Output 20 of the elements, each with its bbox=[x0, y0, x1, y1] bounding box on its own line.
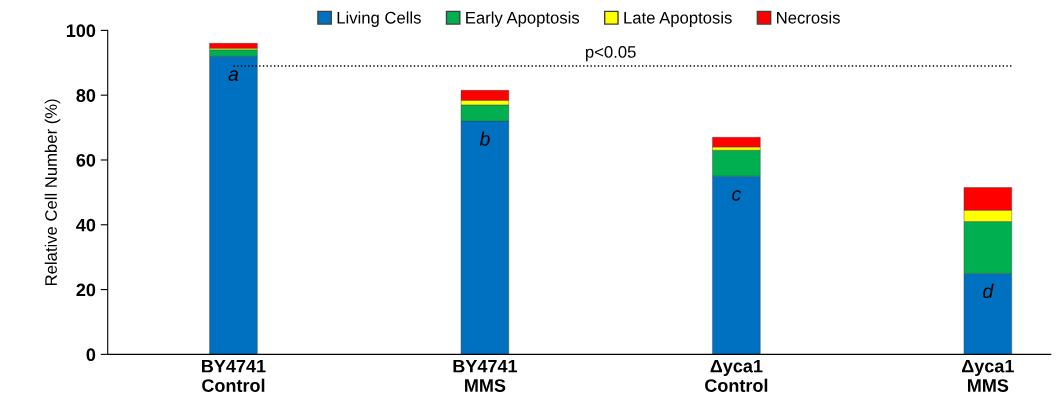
y-tick-label: 0 bbox=[86, 348, 96, 362]
x-tick-label: Δyca1 MMS bbox=[962, 359, 1014, 392]
ref-line-label: p<0.05 bbox=[586, 46, 636, 62]
legend-label: Necrosis bbox=[777, 11, 840, 24]
y-tick-label: 100 bbox=[66, 24, 96, 38]
y-tick-label: 60 bbox=[76, 153, 96, 167]
x-tick-label: Δyca1 Control bbox=[705, 359, 768, 392]
annotation: a bbox=[228, 70, 239, 81]
legend-label: Late Apoptosis bbox=[624, 11, 732, 27]
annotation: b bbox=[479, 131, 490, 146]
x-tick-label: BY4741 MMS bbox=[453, 359, 518, 392]
y-axis-title: Relative Cell Number (%) bbox=[44, 99, 61, 286]
y-tick-label: 80 bbox=[76, 89, 96, 102]
y-tick-label: 40 bbox=[76, 218, 96, 232]
annotation: c bbox=[732, 190, 742, 201]
annotation: d bbox=[983, 283, 994, 299]
legend-label: Living Cells bbox=[337, 11, 421, 27]
y-tick-label: 20 bbox=[76, 283, 96, 297]
x-tick-label: BY4741 Control bbox=[202, 359, 266, 392]
legend-label: Early Apoptosis bbox=[466, 11, 580, 27]
